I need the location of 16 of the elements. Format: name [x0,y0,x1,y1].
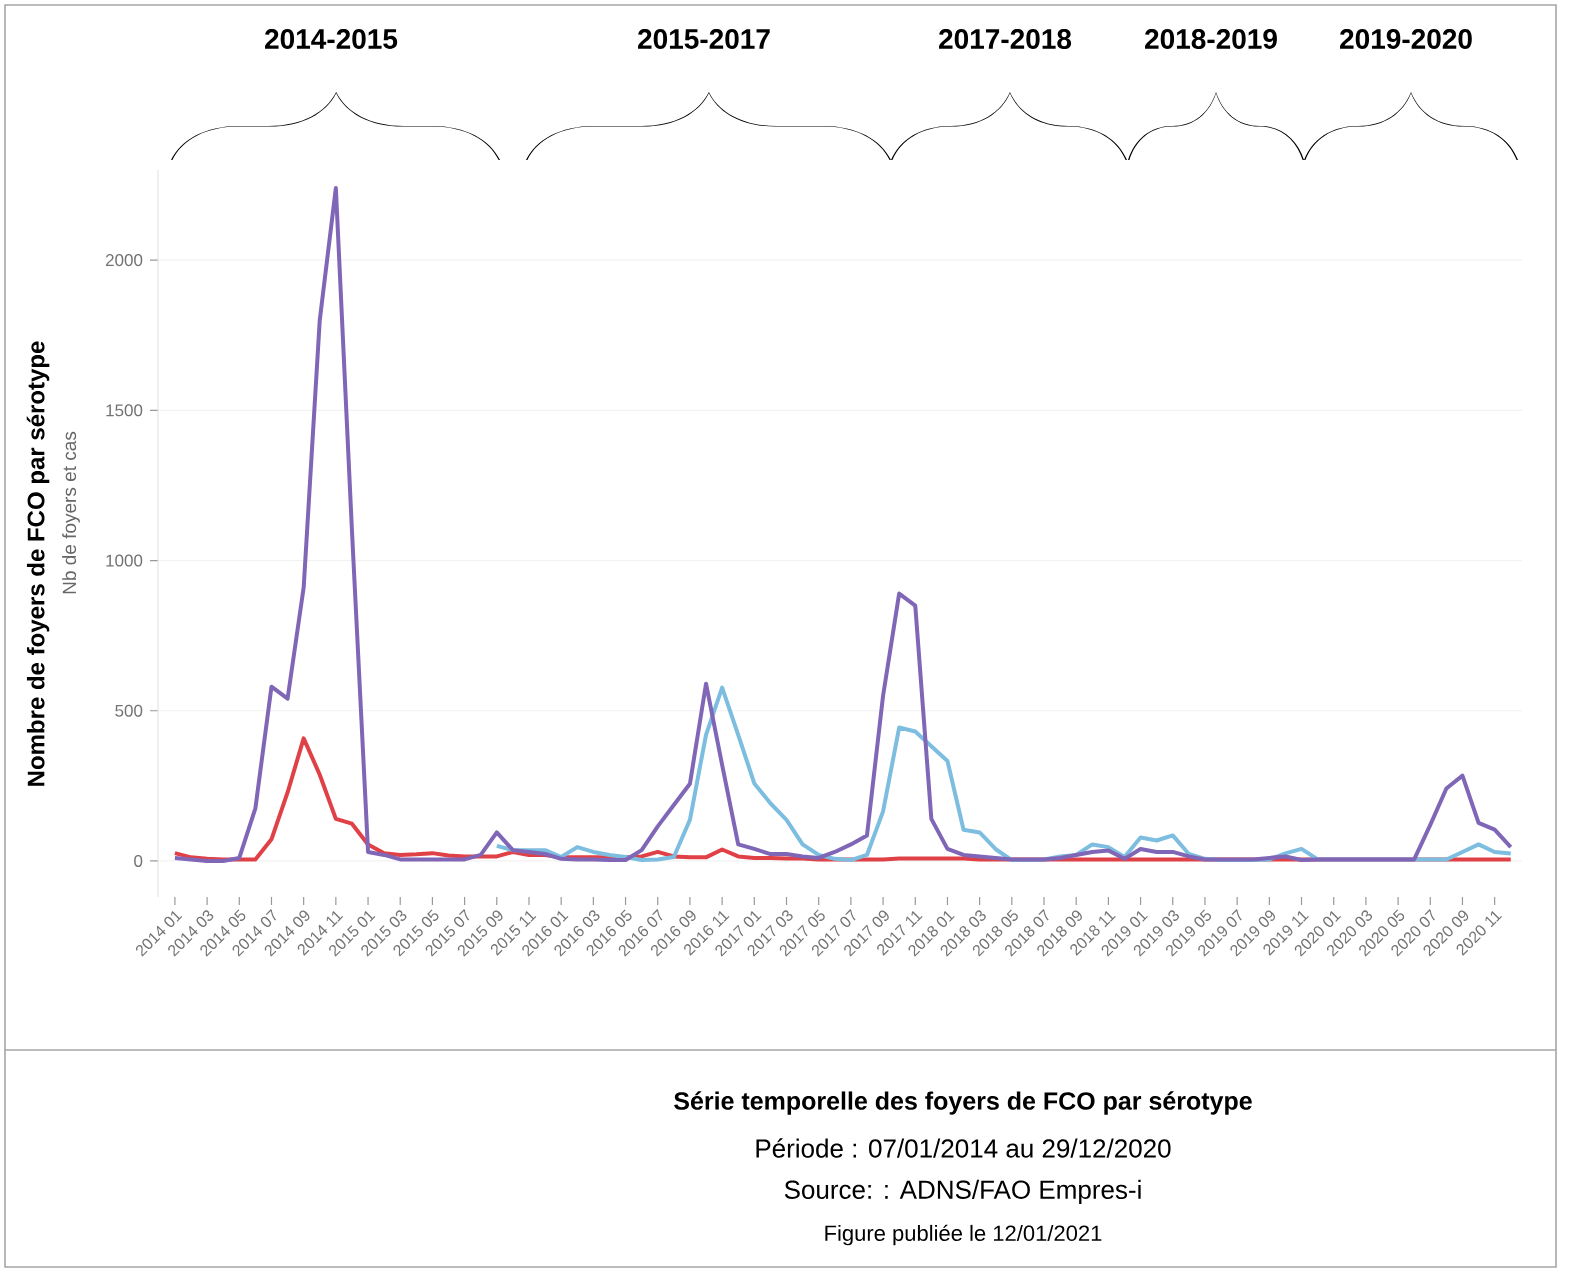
text: 2019-2020 [1340,29,1472,49]
y-tick-label: 1000 [106,554,143,567]
y-tick-label: 0 [134,854,143,867]
text: 2017-2018 [939,29,1072,49]
text: Période : 07/01/2014 au 29/12/2020 [756,1138,1171,1158]
text: 2014-2015 [265,29,398,49]
text: Série temporelle des foyers de FCO par sérotype [674,1091,1252,1115]
text: Figure publiée le 12/01/2021 [825,1224,1102,1246]
text: 2018-2019 [1145,29,1277,49]
text: Nb de foyers et cas [62,431,80,594]
y-axis-title: Nombre de foyers de FCO par sérotype [26,341,50,786]
y-tick-label: 500 [115,704,143,717]
y-tick-label: 2000 [105,254,143,267]
y-tick-label: 1500 [106,404,143,417]
source-note: Source: : ADNS/FAO Empres-i [784,1179,1141,1205]
text: 2015-2017 [638,29,770,49]
